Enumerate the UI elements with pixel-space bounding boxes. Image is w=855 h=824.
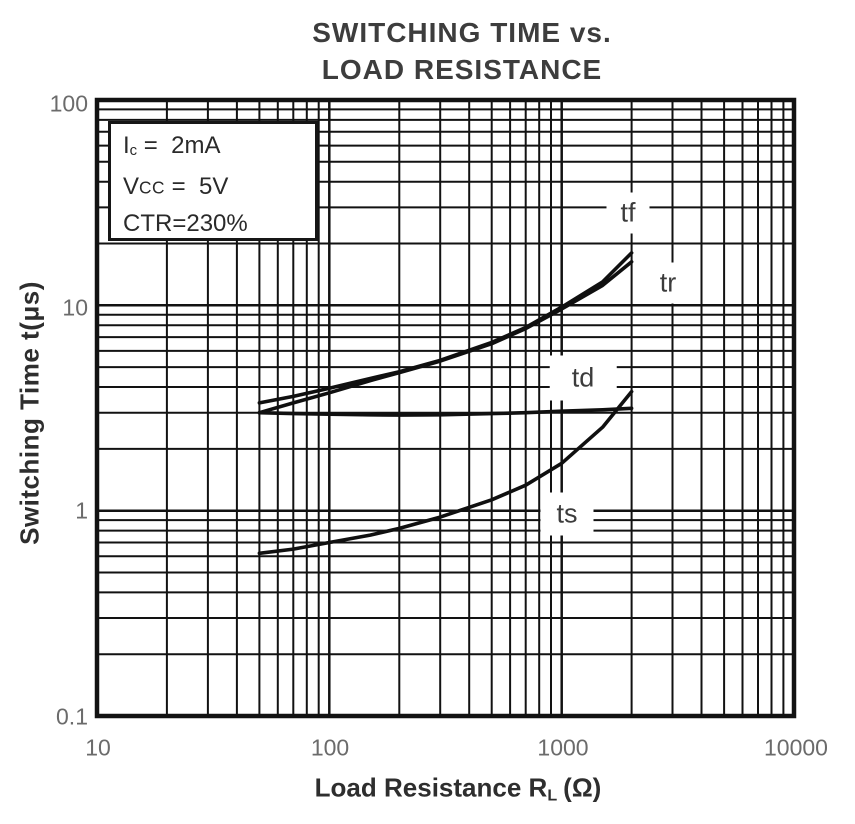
chart-title: SWITCHING TIME vs. LOAD RESISTANCE [312,14,612,88]
curve-td [257,406,634,417]
x-tick-1000: 1000 [537,734,589,761]
condition-vcc-symbol: V [123,173,140,201]
chart-title-line1: SWITCHING TIME vs. [312,17,612,48]
curve-label-ts: ts [540,492,594,536]
chart-title-line2: LOAD RESISTANCE [321,54,603,85]
plot-border [94,97,797,719]
y-tick-10: 10 [62,294,88,321]
curve-label-td: td [549,355,617,401]
condition-vcc-value: = 5V [164,173,229,201]
condition-ic: Ic = 2mA [123,128,303,169]
x-axis-title: Load Resistance RL (Ω) [315,773,602,806]
x-tick-10000: 10000 [764,734,828,761]
y-tick-100: 100 [49,90,88,117]
x-tick-100: 100 [310,734,350,761]
condition-ic-symbol: I [123,132,130,159]
x-tick-10: 10 [85,734,111,761]
curve-label-tr: tr [645,262,691,304]
condition-ctr: CTR=230% [123,206,303,242]
test-conditions-box: Ic = 2mA VCC = 5V CTR=230% [108,121,318,241]
x-axis-title-subscript: L [547,786,558,805]
curve-ts [257,389,634,556]
x-axis-title-text: Load Resistance R [314,772,548,803]
condition-ic-value: = 2mA [137,132,221,159]
curve-tr [257,260,634,415]
condition-vcc: VCC = 5V [123,169,303,206]
condition-vcc-subscript: CC [139,177,165,198]
condition-ctr-value: CTR=230% [123,209,248,237]
x-axis-title-unit: (Ω) [563,772,602,803]
y-tick-0p1: 0.1 [56,703,88,730]
y-tick-1: 1 [75,497,88,524]
curve-label-tf: tf [606,192,650,234]
y-axis-title: Switching Time t(μs) [14,281,45,545]
condition-ic-subscript: c [129,143,138,160]
